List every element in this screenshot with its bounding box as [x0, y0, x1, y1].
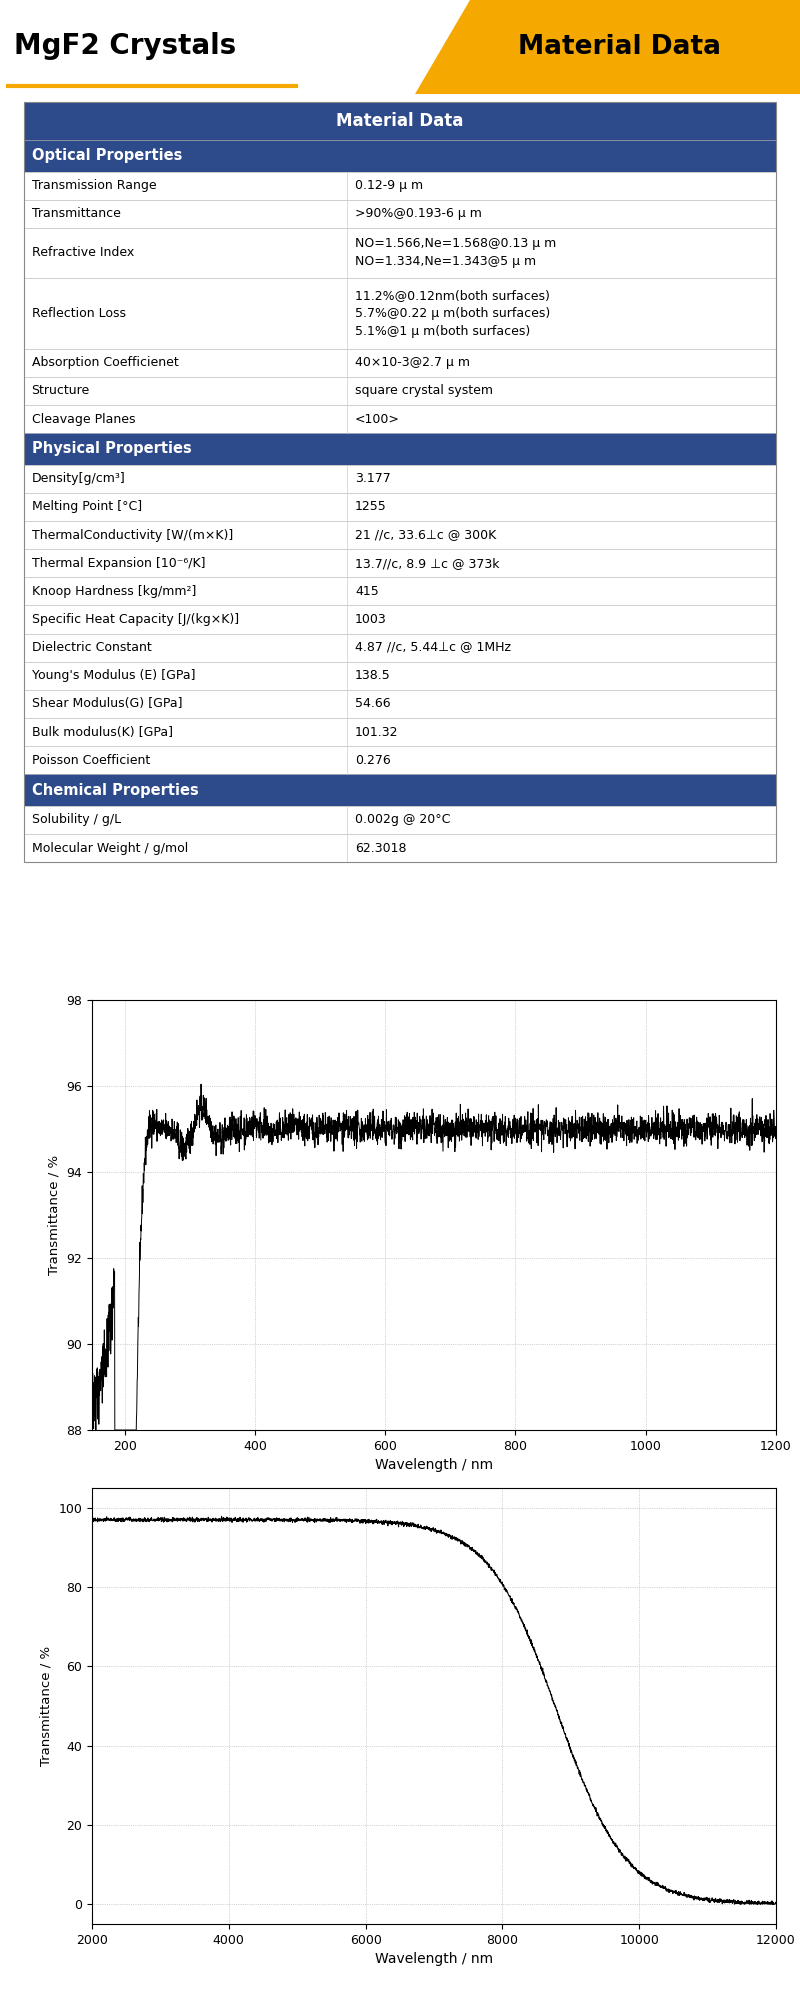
- Text: Material Data: Material Data: [336, 112, 464, 130]
- Bar: [24, 690, 776, 718]
- Bar: [24, 278, 776, 348]
- Text: Dielectric Constant: Dielectric Constant: [31, 642, 151, 654]
- Text: Density[g/cm³]: Density[g/cm³]: [31, 472, 126, 486]
- Text: 4.87 //c, 5.44⊥c @ 1MHz: 4.87 //c, 5.44⊥c @ 1MHz: [355, 642, 511, 654]
- Bar: [24, 200, 776, 228]
- Y-axis label: Transmittance / %: Transmittance / %: [48, 1154, 61, 1276]
- Text: 62.3018: 62.3018: [355, 842, 406, 854]
- Text: Chemical Properties: Chemical Properties: [31, 782, 198, 798]
- Bar: [24, 746, 776, 774]
- Text: Poisson Coefficient: Poisson Coefficient: [31, 754, 150, 766]
- Bar: [24, 406, 776, 434]
- Text: 3.177: 3.177: [355, 472, 390, 486]
- Bar: [24, 140, 776, 172]
- Text: 0.276: 0.276: [355, 754, 390, 766]
- Text: square crystal system: square crystal system: [355, 384, 493, 398]
- Bar: [24, 806, 776, 834]
- Text: Absorption Coefficienet: Absorption Coefficienet: [31, 356, 178, 370]
- Bar: [24, 550, 776, 578]
- Bar: [24, 172, 776, 200]
- Bar: [24, 348, 776, 376]
- Text: 1255: 1255: [355, 500, 386, 514]
- Text: Specific Heat Capacity [J/(kg×K)]: Specific Heat Capacity [J/(kg×K)]: [31, 614, 238, 626]
- Bar: [24, 434, 776, 464]
- Text: >90%@0.193-6 μ m: >90%@0.193-6 μ m: [355, 208, 482, 220]
- Text: 0.002g @ 20°C: 0.002g @ 20°C: [355, 814, 450, 826]
- Bar: [24, 718, 776, 746]
- Text: 11.2%@0.12nm(both surfaces)
5.7%@0.22 μ m(both surfaces)
5.1%@1 μ m(both surface: 11.2%@0.12nm(both surfaces) 5.7%@0.22 μ …: [355, 288, 550, 338]
- Text: Molecular Weight / g/mol: Molecular Weight / g/mol: [31, 842, 188, 854]
- Text: Knoop Hardness [kg/mm²]: Knoop Hardness [kg/mm²]: [31, 584, 196, 598]
- Text: Physical Properties: Physical Properties: [31, 442, 191, 456]
- Text: Shear Modulus(G) [GPa]: Shear Modulus(G) [GPa]: [31, 698, 182, 710]
- Polygon shape: [415, 0, 800, 94]
- Text: Cleavage Planes: Cleavage Planes: [31, 412, 135, 426]
- Bar: [24, 102, 776, 140]
- Text: ThermalConductivity [W/(m×K)]: ThermalConductivity [W/(m×K)]: [31, 528, 233, 542]
- Text: Material Data: Material Data: [518, 34, 722, 60]
- Text: 40×10-3@2.7 μ m: 40×10-3@2.7 μ m: [355, 356, 470, 370]
- Bar: [24, 606, 776, 634]
- Text: 13.7//c, 8.9 ⊥c @ 373k: 13.7//c, 8.9 ⊥c @ 373k: [355, 556, 499, 570]
- Text: MgF2 Crystals: MgF2 Crystals: [14, 32, 236, 60]
- Bar: [24, 774, 776, 806]
- Text: 54.66: 54.66: [355, 698, 390, 710]
- Text: Structure: Structure: [31, 384, 90, 398]
- X-axis label: Wavelength / nm: Wavelength / nm: [375, 1952, 493, 1966]
- Text: NO=1.566,Ne=1.568@0.13 μ m
NO=1.334,Ne=1.343@5 μ m: NO=1.566,Ne=1.568@0.13 μ m NO=1.334,Ne=1…: [355, 238, 556, 268]
- X-axis label: Wavelength / nm: Wavelength / nm: [375, 1458, 493, 1472]
- Text: Transmission Range: Transmission Range: [31, 180, 156, 192]
- Bar: [24, 492, 776, 520]
- Text: Transmittance: Transmittance: [31, 208, 120, 220]
- Text: 101.32: 101.32: [355, 726, 398, 738]
- Text: <100>: <100>: [355, 412, 400, 426]
- Bar: [24, 834, 776, 862]
- Text: Reflection Loss: Reflection Loss: [31, 306, 126, 320]
- Text: Refractive Index: Refractive Index: [31, 246, 134, 260]
- Text: Melting Point [°C]: Melting Point [°C]: [31, 500, 142, 514]
- Bar: [24, 578, 776, 606]
- Text: 21 //c, 33.6⊥c @ 300K: 21 //c, 33.6⊥c @ 300K: [355, 528, 496, 542]
- Bar: [24, 520, 776, 550]
- Text: 138.5: 138.5: [355, 670, 390, 682]
- Text: Thermal Expansion [10⁻⁶/K]: Thermal Expansion [10⁻⁶/K]: [31, 556, 205, 570]
- Y-axis label: Transmittance / %: Transmittance / %: [40, 1646, 53, 1766]
- Bar: [24, 662, 776, 690]
- Text: 415: 415: [355, 584, 378, 598]
- Text: Young's Modulus (E) [GPa]: Young's Modulus (E) [GPa]: [31, 670, 195, 682]
- Bar: [24, 376, 776, 406]
- Text: Optical Properties: Optical Properties: [31, 148, 182, 164]
- Bar: [24, 634, 776, 662]
- Bar: [24, 228, 776, 278]
- Text: 1003: 1003: [355, 614, 386, 626]
- Text: 0.12-9 μ m: 0.12-9 μ m: [355, 180, 423, 192]
- Text: Bulk modulus(K) [GPa]: Bulk modulus(K) [GPa]: [31, 726, 173, 738]
- Bar: [24, 464, 776, 492]
- Text: Solubility / g/L: Solubility / g/L: [31, 814, 121, 826]
